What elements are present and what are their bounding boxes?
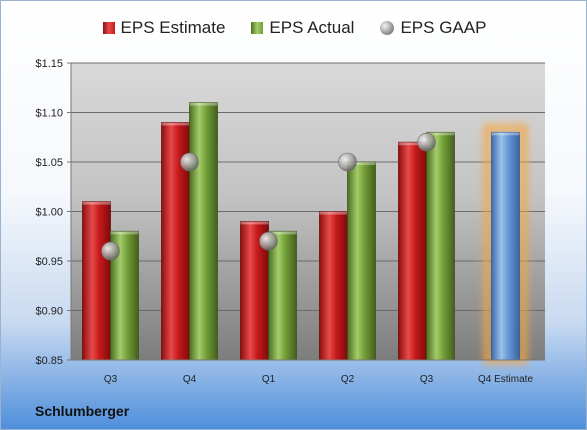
legend-label: EPS Estimate — [120, 18, 226, 37]
bar-eps-actual-cap — [189, 102, 218, 106]
y-tick-label: $1.05 — [35, 157, 63, 169]
legend-item-eps-estimate: EPS Estimate — [102, 18, 226, 38]
legend-item-eps-gaap: EPS GAAP — [380, 18, 486, 38]
bar-eps-actual — [268, 230, 297, 361]
y-tick-label: $1.00 — [35, 207, 63, 219]
x-tick-label: Q4 Estimate — [478, 374, 533, 385]
y-tick-label: $0.95 — [35, 256, 63, 268]
bar-eps-actual-cap — [268, 231, 297, 235]
bar-eps-estimate-cap — [398, 142, 427, 146]
y-tick-label: $0.85 — [35, 355, 63, 367]
legend-label: EPS Actual — [269, 18, 355, 37]
bar-eps-estimate — [319, 211, 348, 361]
x-tick-label: Q3 — [104, 374, 118, 385]
y-tick-label: $1.10 — [35, 108, 63, 120]
bar-eps-actual-cap — [426, 132, 455, 136]
legend: EPS Estimate EPS Actual EPS GAAP — [1, 18, 586, 38]
bar-eps-estimate — [398, 141, 427, 361]
legend-swatch-red — [102, 22, 115, 34]
bar-q4-estimate — [491, 131, 520, 361]
bar-eps-actual-cap — [347, 162, 376, 165]
bar-eps-estimate — [82, 201, 111, 361]
gaap-bubble — [338, 152, 357, 172]
bar-eps-estimate-cap — [240, 221, 269, 225]
legend-swatch-bubble — [380, 21, 395, 35]
legend-label: EPS GAAP — [400, 18, 487, 37]
bar-eps-actual — [189, 102, 218, 361]
company-name: Schlumberger — [35, 403, 130, 419]
x-tick-label: Q3 — [420, 374, 434, 385]
x-tick-label: Q1 — [262, 374, 276, 385]
bar-q4-estimate-cap — [491, 132, 520, 136]
legend-item-eps-actual: EPS Actual — [251, 18, 354, 38]
gaap-bubble — [180, 152, 199, 172]
bar-eps-actual-cap — [110, 231, 139, 235]
x-tick-label: Q2 — [341, 374, 355, 385]
bar-eps-estimate-cap — [161, 122, 190, 126]
gaap-bubble — [259, 231, 278, 251]
y-tick-label: $1.15 — [35, 58, 63, 70]
bar-eps-estimate-cap — [319, 211, 348, 215]
bar-eps-actual — [347, 161, 376, 361]
gaap-bubble — [417, 132, 436, 152]
y-tick-label: $0.90 — [35, 306, 63, 318]
legend-swatch-green — [251, 22, 264, 34]
gaap-bubble — [101, 241, 120, 261]
bar-eps-estimate-cap — [82, 201, 111, 205]
x-tick-label: Q4 — [183, 374, 197, 385]
bar-eps-actual — [426, 131, 455, 361]
